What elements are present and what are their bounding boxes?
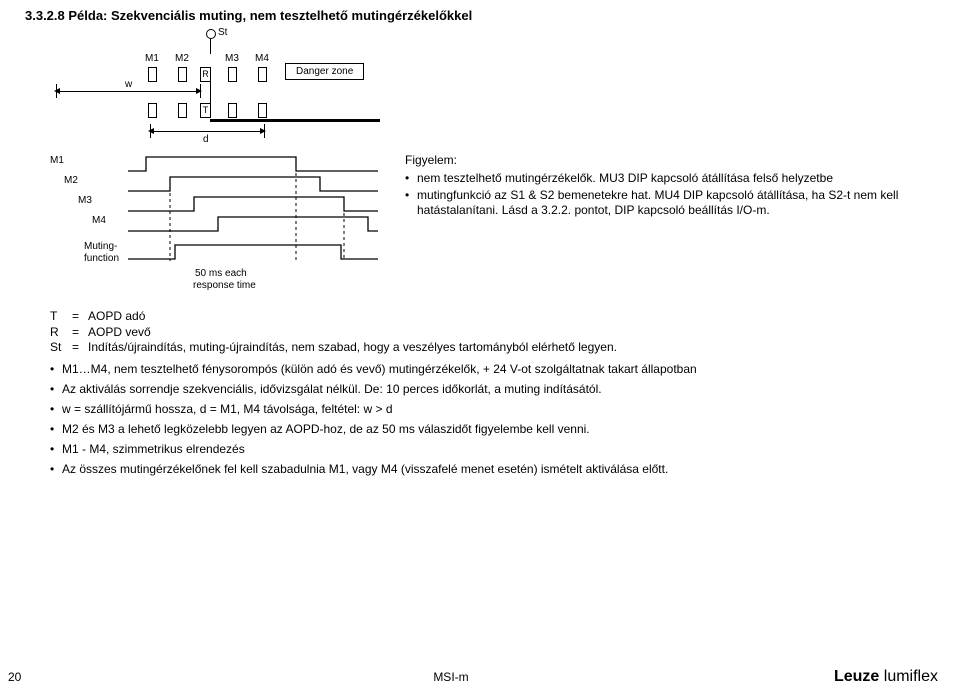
label-m1-top: M1 xyxy=(145,53,159,64)
arrow-icon xyxy=(54,88,60,94)
sensor-m2-top-icon xyxy=(178,67,187,82)
sensor-m1-bot-icon xyxy=(148,103,157,118)
legend-key-t: T xyxy=(50,309,72,325)
timing-diagram: M1 M2 M3 M4 Muting- function 50 ms each … xyxy=(50,153,380,303)
dim-w-line xyxy=(58,91,198,92)
timing-label-muting1: Muting- xyxy=(84,241,117,252)
bullet-item: w = szállítójármű hossza, d = M1, M4 táv… xyxy=(62,402,940,417)
legend-block: T = AOPD adó R = AOPD vevő St = Indítás/… xyxy=(50,309,940,356)
page-footer: 20 MSI-m Leuze lumiflex xyxy=(0,668,960,686)
sensor-m1-top-icon xyxy=(148,67,157,82)
timing-label-m4: M4 xyxy=(92,215,106,226)
dim-d-line xyxy=(152,131,262,132)
label-st: St xyxy=(218,27,227,38)
bullet-item: M1 - M4, szimmetrikus elrendezés xyxy=(62,442,940,457)
bullet-item: Az összes mutingérzékelőnek fel kell sza… xyxy=(62,462,940,477)
st-stem xyxy=(210,38,211,54)
dim-tick xyxy=(150,124,151,138)
timing-svg-icon xyxy=(128,153,388,273)
floor-line xyxy=(210,119,380,122)
brand-thin: lumiflex xyxy=(879,668,938,685)
bullet-item: M1…M4, nem tesztelhető fénysorompós (kül… xyxy=(62,362,940,377)
brand-bold: Leuze xyxy=(834,668,879,685)
label-m3-top: M3 xyxy=(225,53,239,64)
page-number: 20 xyxy=(8,670,68,684)
label-m4-top: M4 xyxy=(255,53,269,64)
notice-title: Figyelem: xyxy=(405,153,940,167)
sensor-m4-top-icon xyxy=(258,67,267,82)
legend-val-r: AOPD vevő xyxy=(88,325,940,341)
label-m2-top: M2 xyxy=(175,53,189,64)
timing-label-muting2: function xyxy=(84,253,119,264)
legend-val-st: Indítás/újraindítás, muting-újraindítás,… xyxy=(88,340,940,356)
bullet-item: M2 és M3 a lehető legközelebb legyen az … xyxy=(62,422,940,437)
brand-logo: Leuze lumiflex xyxy=(834,668,938,686)
label-d: d xyxy=(203,134,209,145)
dim-tick xyxy=(56,84,57,98)
arrow-icon xyxy=(148,128,154,134)
timing-label-m2: M2 xyxy=(64,175,78,186)
notice-item: nem tesztelhető mutingérzékelők. MU3 DIP… xyxy=(417,171,940,186)
st-lamp-icon xyxy=(206,29,216,39)
legend-key-r: R xyxy=(50,325,72,341)
dim-tick xyxy=(200,84,201,98)
sensor-m3-top-icon xyxy=(228,67,237,82)
sensor-m4-bot-icon xyxy=(258,103,267,118)
notice-block: Figyelem: nem tesztelhető mutingérzékelő… xyxy=(380,153,940,220)
timing-label-m3: M3 xyxy=(78,195,92,206)
arrow-icon xyxy=(196,88,202,94)
footer-center: MSI-m xyxy=(68,670,834,684)
layout-diagram: St M1 M2 M3 M4 R Danger zone w T d xyxy=(50,23,940,148)
section-heading: 3.3.2.8 Példa: Szekvenciális muting, nem… xyxy=(25,8,940,23)
arrow-icon xyxy=(260,128,266,134)
sensor-m3-bot-icon xyxy=(228,103,237,118)
notice-item: mutingfunkció az S1 & S2 bemenetekre hat… xyxy=(417,188,940,218)
bullet-list: M1…M4, nem tesztelhető fénysorompós (kül… xyxy=(50,362,940,477)
danger-zone-label: Danger zone xyxy=(285,63,364,80)
legend-val-t: AOPD adó xyxy=(88,309,940,325)
timing-caption2: response time xyxy=(193,280,256,291)
dim-tick xyxy=(264,124,265,138)
timing-label-m1: M1 xyxy=(50,155,64,166)
legend-key-st: St xyxy=(50,340,72,356)
bullet-item: Az aktiválás sorrendje szekvenciális, id… xyxy=(62,382,940,397)
sensor-m2-bot-icon xyxy=(178,103,187,118)
label-w: w xyxy=(125,79,132,90)
aopd-beam-line xyxy=(210,80,211,118)
